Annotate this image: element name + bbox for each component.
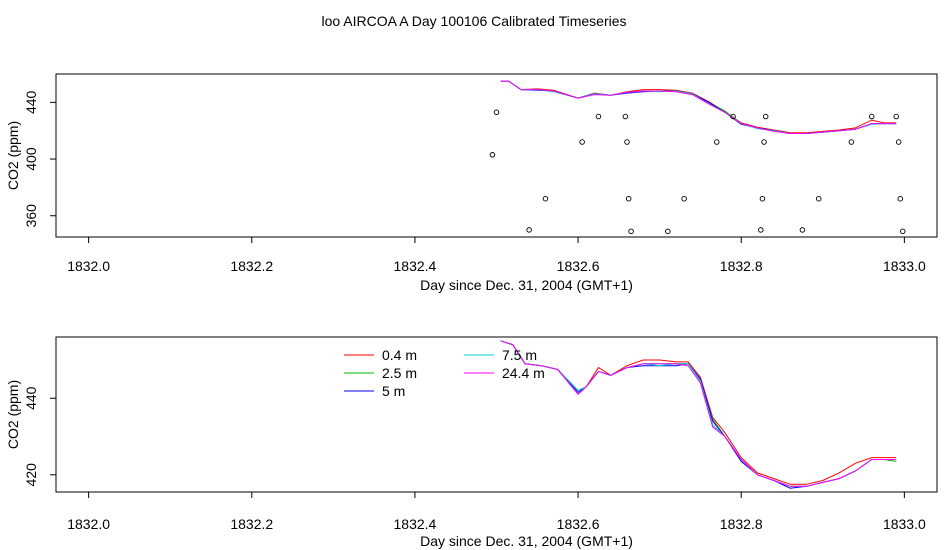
data-point [893, 113, 899, 120]
data-point [681, 195, 687, 202]
y-axis-label: CO2 (ppm) [5, 380, 21, 449]
legend-label: 2.5 m [382, 365, 417, 381]
data-point [714, 139, 720, 145]
data-point [595, 113, 602, 120]
series-line-0-4-m [500, 340, 897, 485]
plot-frame [55, 73, 938, 238]
figure-title: loo AIRCOA A Day 100106 Calibrated Times… [321, 13, 626, 29]
x-tick-label: 1832.4 [394, 258, 437, 274]
data-point [762, 113, 769, 120]
series-line-5-m [500, 80, 897, 134]
x-tick-label: 1832.6 [557, 516, 600, 532]
data-point [868, 113, 875, 120]
legend-label: 24.4 m [502, 365, 545, 381]
series-line-2-5-m [500, 340, 897, 487]
y-tick-label: 360 [23, 204, 39, 228]
y-tick-label: 440 [23, 386, 39, 410]
y-tick-label: 420 [23, 463, 39, 487]
top-panel: 1832.0 1832.2 1832.4 1832.6 1832.8 1833.0 360 4… [5, 73, 938, 293]
x-tick-label: 1832.4 [394, 516, 437, 532]
data-point [624, 139, 630, 145]
series-line-5-m [500, 340, 897, 489]
x-tick-label: 1832.6 [557, 258, 600, 274]
y-tick-label: 400 [23, 147, 39, 171]
x-tick-label: 1832.8 [720, 516, 763, 532]
data-point [848, 139, 855, 145]
series-line-24-4-m [500, 340, 897, 487]
data-point [799, 227, 806, 233]
x-tick-label: 1832.0 [67, 258, 110, 274]
x-tick-label: 1832.2 [230, 516, 273, 532]
data-point [895, 139, 902, 145]
data-point [761, 139, 767, 145]
y-axis-label: CO2 (ppm) [5, 121, 21, 190]
data-point [897, 195, 904, 202]
data-point [759, 195, 766, 202]
data-point [489, 152, 496, 158]
data-point [665, 228, 671, 235]
legend-label: 7.5 m [502, 347, 537, 363]
data-point [899, 228, 906, 235]
series-line-24-4-m [500, 80, 897, 134]
data-point [625, 195, 632, 202]
bottom-panel: 1832.0 1832.2 1832.4 1832.6 1832.8 1833.0 420 4… [5, 336, 938, 549]
x-tick-label: 1832.8 [720, 258, 763, 274]
legend-label: 5 m [382, 383, 405, 399]
data-point [493, 109, 500, 116]
series-line-0-4-m [500, 80, 897, 134]
x-axis-label: Day since Dec. 31, 2004 (GMT+1) [420, 277, 633, 293]
x-tick-label: 1833.0 [883, 258, 926, 274]
data-point [622, 113, 629, 120]
data-point [815, 195, 822, 202]
data-point [526, 227, 532, 233]
data-point [628, 228, 634, 235]
y-tick-label: 440 [23, 90, 39, 114]
data-point [579, 139, 585, 145]
series-line-2-5-m [500, 80, 897, 134]
legend-label: 0.4 m [382, 347, 417, 363]
series-line-7-5-m [500, 80, 897, 134]
x-tick-label: 1832.0 [67, 516, 110, 532]
data-point [730, 113, 736, 120]
data-point [542, 195, 549, 202]
x-tick-label: 1832.2 [230, 258, 273, 274]
x-axis-label: Day since Dec. 31, 2004 (GMT+1) [420, 533, 633, 549]
plot-frame [55, 336, 938, 493]
data-point [758, 227, 764, 233]
x-tick-label: 1833.0 [883, 516, 926, 532]
series-line-7-5-m [500, 340, 897, 487]
